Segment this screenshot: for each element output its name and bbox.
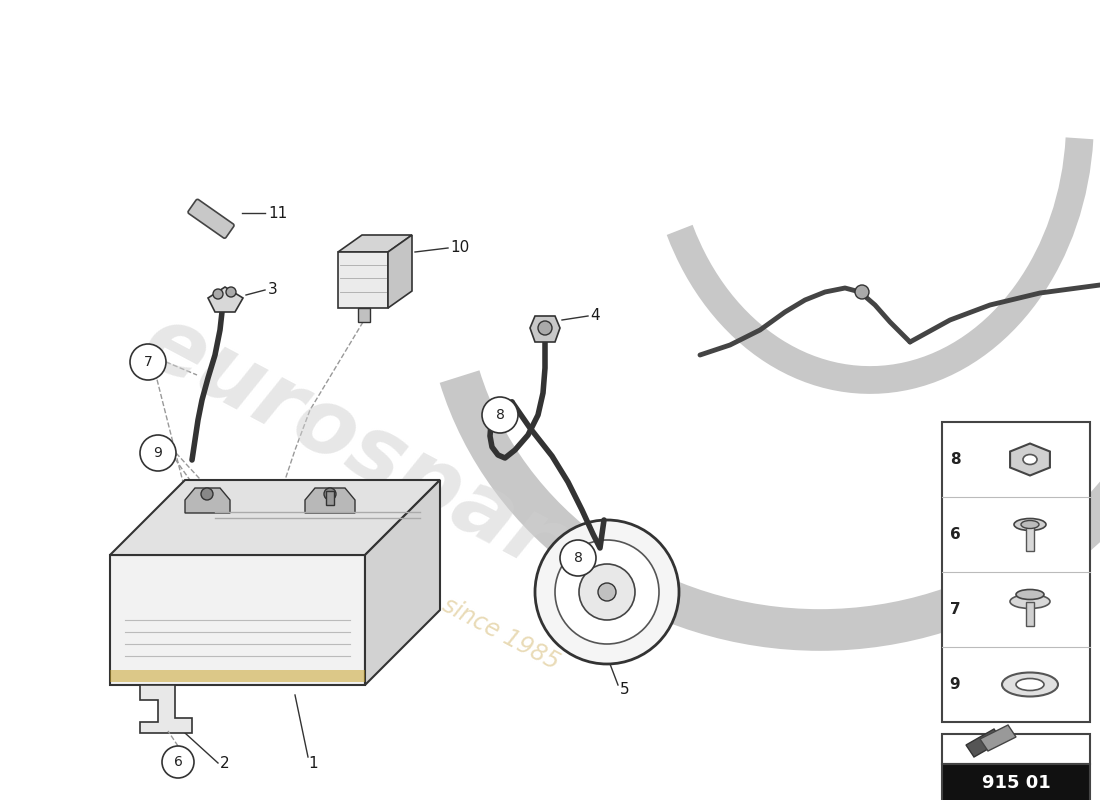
Circle shape [560, 540, 596, 576]
Text: 8: 8 [496, 408, 505, 422]
Text: 8: 8 [949, 452, 960, 467]
Text: 9: 9 [154, 446, 163, 460]
Text: 1: 1 [308, 755, 318, 770]
Circle shape [213, 289, 223, 299]
Text: 4: 4 [590, 309, 600, 323]
Polygon shape [966, 729, 1002, 757]
Text: 7: 7 [144, 355, 153, 369]
Ellipse shape [1014, 518, 1046, 530]
Text: 10: 10 [450, 241, 470, 255]
Circle shape [598, 583, 616, 601]
Bar [942, 764, 1090, 800]
Polygon shape [980, 725, 1016, 751]
Text: 11: 11 [268, 206, 287, 221]
Polygon shape [110, 670, 365, 682]
FancyBboxPatch shape [188, 199, 234, 238]
Circle shape [226, 287, 236, 297]
Circle shape [140, 435, 176, 471]
Polygon shape [338, 235, 412, 252]
Text: 6: 6 [174, 755, 183, 769]
Text: a passion for parts since 1985: a passion for parts since 1985 [236, 486, 563, 674]
Text: 915 01: 915 01 [981, 774, 1050, 792]
Ellipse shape [1023, 454, 1037, 465]
Polygon shape [388, 235, 412, 308]
Text: 5: 5 [620, 682, 629, 698]
Text: 9: 9 [949, 677, 960, 692]
Text: 7: 7 [949, 602, 960, 617]
Circle shape [579, 564, 635, 620]
Polygon shape [1010, 443, 1049, 475]
Circle shape [855, 285, 869, 299]
Circle shape [201, 488, 213, 500]
Polygon shape [305, 488, 355, 513]
Bar [942, 422, 1090, 722]
Circle shape [482, 397, 518, 433]
Polygon shape [530, 316, 560, 342]
Polygon shape [110, 555, 365, 685]
Polygon shape [365, 480, 440, 685]
Text: 8: 8 [573, 551, 582, 565]
Circle shape [556, 540, 659, 644]
Bar [942, 734, 1090, 764]
Text: 2: 2 [220, 755, 230, 770]
Polygon shape [110, 480, 440, 555]
Polygon shape [358, 308, 370, 322]
Ellipse shape [1016, 678, 1044, 690]
Circle shape [538, 321, 552, 335]
Polygon shape [140, 685, 192, 733]
Polygon shape [338, 252, 388, 308]
Polygon shape [185, 488, 230, 513]
Circle shape [535, 520, 679, 664]
Text: 6: 6 [949, 527, 960, 542]
Text: eurospares: eurospares [128, 297, 672, 643]
Bar [1026, 525, 1034, 550]
Bar [326, 491, 334, 505]
Circle shape [162, 746, 194, 778]
Ellipse shape [1002, 673, 1058, 697]
Circle shape [130, 344, 166, 380]
Bar [1026, 602, 1034, 626]
Polygon shape [208, 287, 243, 312]
Text: 3: 3 [268, 282, 277, 298]
Circle shape [324, 488, 336, 500]
Ellipse shape [1016, 590, 1044, 599]
Ellipse shape [1021, 521, 1040, 529]
Ellipse shape [1010, 594, 1050, 609]
